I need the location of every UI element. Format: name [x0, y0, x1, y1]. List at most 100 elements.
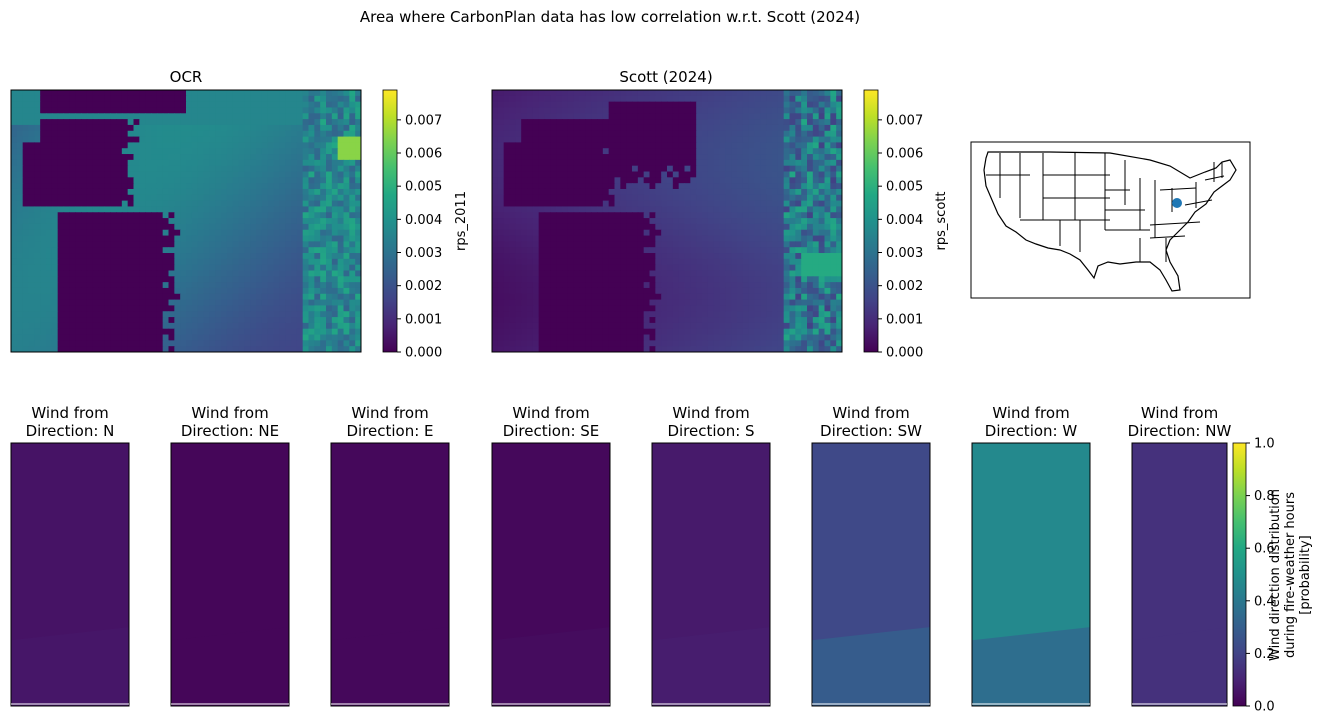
heatmap-cell	[57, 206, 65, 213]
heatmap-cell	[591, 253, 598, 260]
heatmap-cell	[156, 159, 164, 167]
heatmap-cell	[521, 200, 528, 208]
heatmap-cell	[145, 148, 152, 155]
heatmap-cell	[16, 130, 24, 138]
heatmap-cell	[238, 235, 245, 242]
heatmap-cell	[783, 165, 791, 173]
heatmap-cell	[614, 142, 621, 149]
heatmap-cell	[16, 165, 24, 173]
heatmap-cell	[40, 194, 47, 202]
heatmap-cell	[503, 171, 511, 178]
heatmap-cell	[127, 305, 135, 312]
heatmap-cell	[261, 241, 269, 248]
heatmap-cell	[355, 124, 361, 132]
heatmap-cell	[168, 119, 175, 126]
heatmap-cell	[104, 258, 111, 266]
heatmap-cell	[86, 218, 94, 225]
heatmap-cell	[156, 270, 164, 277]
heatmap-cell	[503, 305, 511, 312]
heatmap-cell	[515, 95, 522, 103]
heatmap-cell	[168, 253, 175, 260]
heatmap-cell	[110, 183, 117, 190]
heatmap-cell	[830, 253, 837, 260]
heatmap-cell	[98, 299, 105, 307]
heatmap-cell	[98, 107, 105, 114]
heatmap-cell	[191, 200, 199, 208]
heatmap-cell	[637, 200, 645, 208]
heatmap-cell	[343, 212, 350, 219]
heatmap-cell	[46, 188, 53, 196]
heatmap-cell	[92, 235, 100, 242]
heatmap-cell	[104, 270, 111, 277]
heatmap-cell	[748, 276, 756, 283]
heatmap-cell	[532, 206, 540, 213]
heatmap-cell	[16, 235, 24, 242]
heatmap-cell	[812, 194, 820, 202]
heatmap-cell	[197, 130, 205, 138]
heatmap-cell	[16, 188, 24, 196]
heatmap-cell	[573, 247, 581, 254]
heatmap-cell	[69, 322, 76, 330]
heatmap-cell	[667, 130, 674, 138]
heatmap-cell	[585, 154, 592, 161]
heatmap-cell	[40, 317, 47, 324]
heatmap-cell	[226, 287, 234, 295]
heatmap-cell	[737, 287, 744, 295]
heatmap-cell	[585, 130, 592, 138]
heatmap-cell	[527, 95, 534, 103]
heatmap-cell	[702, 247, 709, 254]
heatmap-cell	[232, 206, 240, 213]
heatmap-cell	[492, 282, 499, 289]
heatmap-cell	[614, 107, 621, 114]
heatmap-cell	[267, 124, 275, 132]
heatmap-cell	[273, 258, 280, 266]
heatmap-cell	[244, 159, 251, 167]
heatmap-cell	[772, 293, 779, 301]
heatmap-cell	[308, 148, 315, 155]
heatmap-cell	[713, 136, 721, 143]
heatmap-cell	[232, 340, 240, 347]
heatmap-cell	[69, 218, 76, 225]
heatmap-cell	[497, 229, 505, 237]
heatmap-cell	[221, 177, 228, 184]
heatmap-cell	[16, 159, 24, 167]
heatmap-cell	[191, 287, 199, 295]
heatmap-cell	[754, 212, 761, 219]
heatmap-cell	[121, 148, 129, 155]
heatmap-cell	[69, 346, 76, 352]
heatmap-cell	[22, 171, 30, 178]
heatmap-cell	[209, 188, 216, 196]
heatmap-cell	[591, 276, 598, 283]
heatmap-cell	[156, 177, 164, 184]
heatmap-cell	[760, 130, 767, 138]
heatmap-cell	[314, 264, 321, 272]
heatmap-cell	[620, 276, 627, 283]
heatmap-cell	[273, 107, 280, 114]
heatmap-cell	[649, 119, 656, 126]
heatmap-cell	[655, 223, 662, 231]
heatmap-cell	[637, 183, 645, 190]
heatmap-cell	[608, 107, 616, 114]
heatmap-cell	[203, 247, 210, 254]
heatmap-cell	[836, 165, 842, 173]
heatmap-cell	[702, 183, 709, 190]
heatmap-cell	[279, 194, 286, 202]
heatmap-cell	[742, 270, 750, 277]
heatmap-cell	[824, 154, 831, 161]
heatmap-cell	[226, 136, 234, 143]
heatmap-cell	[110, 223, 117, 231]
heatmap-cell	[232, 101, 240, 109]
heatmap-cell	[28, 264, 35, 272]
heatmap-cell	[232, 107, 240, 114]
heatmap-cell	[139, 212, 146, 219]
heatmap-cell	[532, 90, 540, 97]
heatmap-cell	[51, 188, 59, 196]
heatmap-cell	[256, 171, 263, 178]
heatmap-cell	[509, 247, 516, 254]
heatmap-cell	[355, 107, 361, 114]
heatmap-cell	[75, 235, 82, 242]
heatmap-cell	[702, 165, 709, 173]
heatmap-cell	[156, 223, 164, 231]
heatmap-cell	[51, 212, 59, 219]
heatmap-cell	[203, 317, 210, 324]
